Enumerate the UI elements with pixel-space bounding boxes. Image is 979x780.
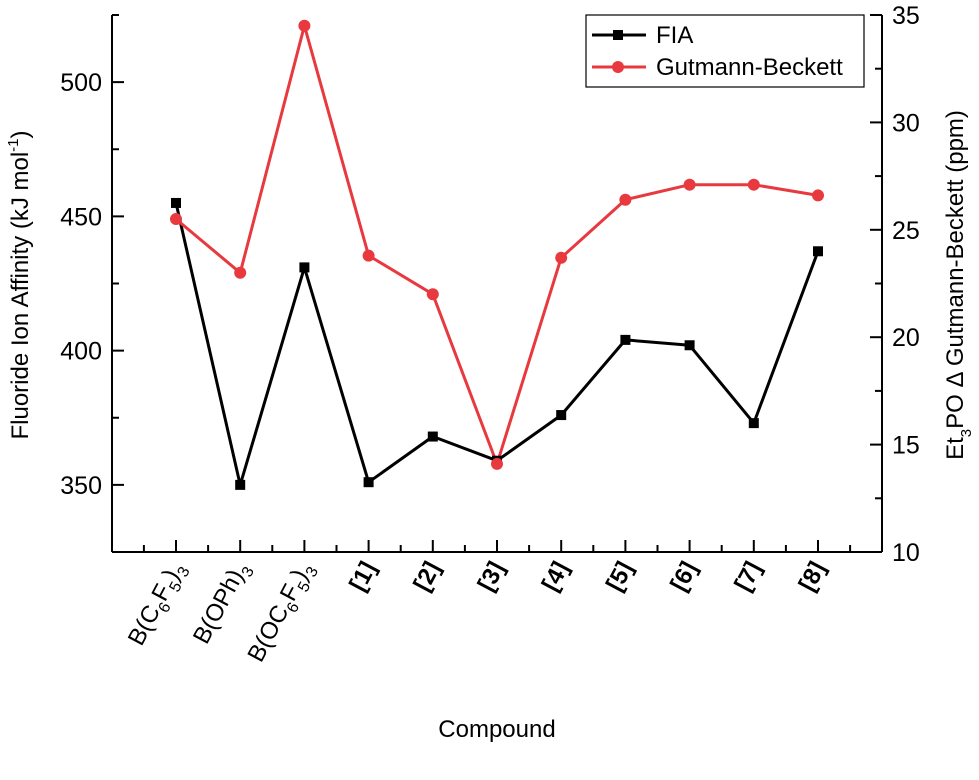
category-label: [6] (665, 557, 703, 596)
legend-gb-marker (612, 61, 624, 73)
category-labels: B(C6F5)3B(OPh)3B(OC6F5)3 [1] [2] [3] [4] [5][… (123, 557, 832, 666)
gutmann-beckett-point (362, 249, 375, 262)
fia-point (235, 479, 246, 490)
series-layer (170, 19, 824, 490)
fia-point (620, 334, 631, 345)
category-label: [4] (537, 557, 575, 596)
left-tick-label: 400 (60, 338, 102, 366)
fia-point (427, 431, 438, 442)
right-tick-label: 10 (892, 539, 920, 567)
category-label: [8] (794, 557, 832, 596)
fia-point (171, 197, 181, 208)
fia-point (684, 340, 695, 351)
left-axis-ticks: 350 400 450 500 (60, 14, 124, 553)
axes (111, 15, 883, 553)
gutmann-beckett-point (234, 266, 247, 279)
fia-point (556, 410, 567, 421)
series-line-gutmann-beckett (175, 24, 819, 466)
right-tick-label: 35 (892, 2, 920, 30)
category-label: [7] (729, 557, 767, 596)
left-tick-label: 450 (60, 203, 102, 231)
gutmann-beckett-point (491, 457, 503, 470)
x-axis-ticks (142, 540, 852, 552)
gutmann-beckett-point (619, 193, 632, 206)
x-axis-title: Compound (438, 716, 555, 743)
gutmann-beckett-point (812, 189, 824, 202)
legend-fia-marker (613, 30, 623, 40)
category-label: [2] (408, 557, 446, 596)
left-axis-title: Fluoride Ion Affinity (kJ mol-1) (5, 130, 34, 439)
category-label: B(C6F5)3 (123, 557, 194, 652)
gutmann-beckett-point (298, 19, 311, 32)
legend-gb-label: Gutmann-Beckett (656, 54, 843, 81)
legend: FIA Gutmann-Beckett (585, 14, 865, 88)
right-axis-title: Et3PO Δ Gutmann-Beckett (ppm) (942, 110, 975, 460)
legend-fia-label: FIA (656, 22, 693, 49)
series-line-fia (174, 202, 820, 487)
gutmann-beckett-point (555, 251, 568, 264)
category-label: [5] (601, 557, 639, 596)
right-tick-label: 30 (892, 109, 920, 137)
right-tick-label: 20 (892, 324, 920, 352)
left-tick-label: 350 (60, 472, 102, 500)
category-label: B(OPh)3 (188, 557, 258, 651)
gutmann-beckett-point (747, 178, 760, 191)
right-tick-label: 15 (892, 432, 920, 460)
right-tick-label: 25 (892, 217, 920, 245)
gutmann-beckett-point (683, 178, 696, 191)
fia-point (363, 477, 374, 488)
right-axis-ticks: 10 15 20 25 30 35 (870, 2, 920, 567)
left-tick-label: 500 (60, 69, 102, 97)
category-label: [3] (473, 557, 511, 596)
gutmann-beckett-point (426, 288, 439, 301)
category-label: [1] (344, 557, 382, 596)
fia-point (748, 418, 759, 429)
fia-point (299, 262, 310, 273)
gutmann-beckett-point (170, 213, 182, 226)
legend-box (585, 14, 865, 88)
fia-point (813, 246, 823, 257)
